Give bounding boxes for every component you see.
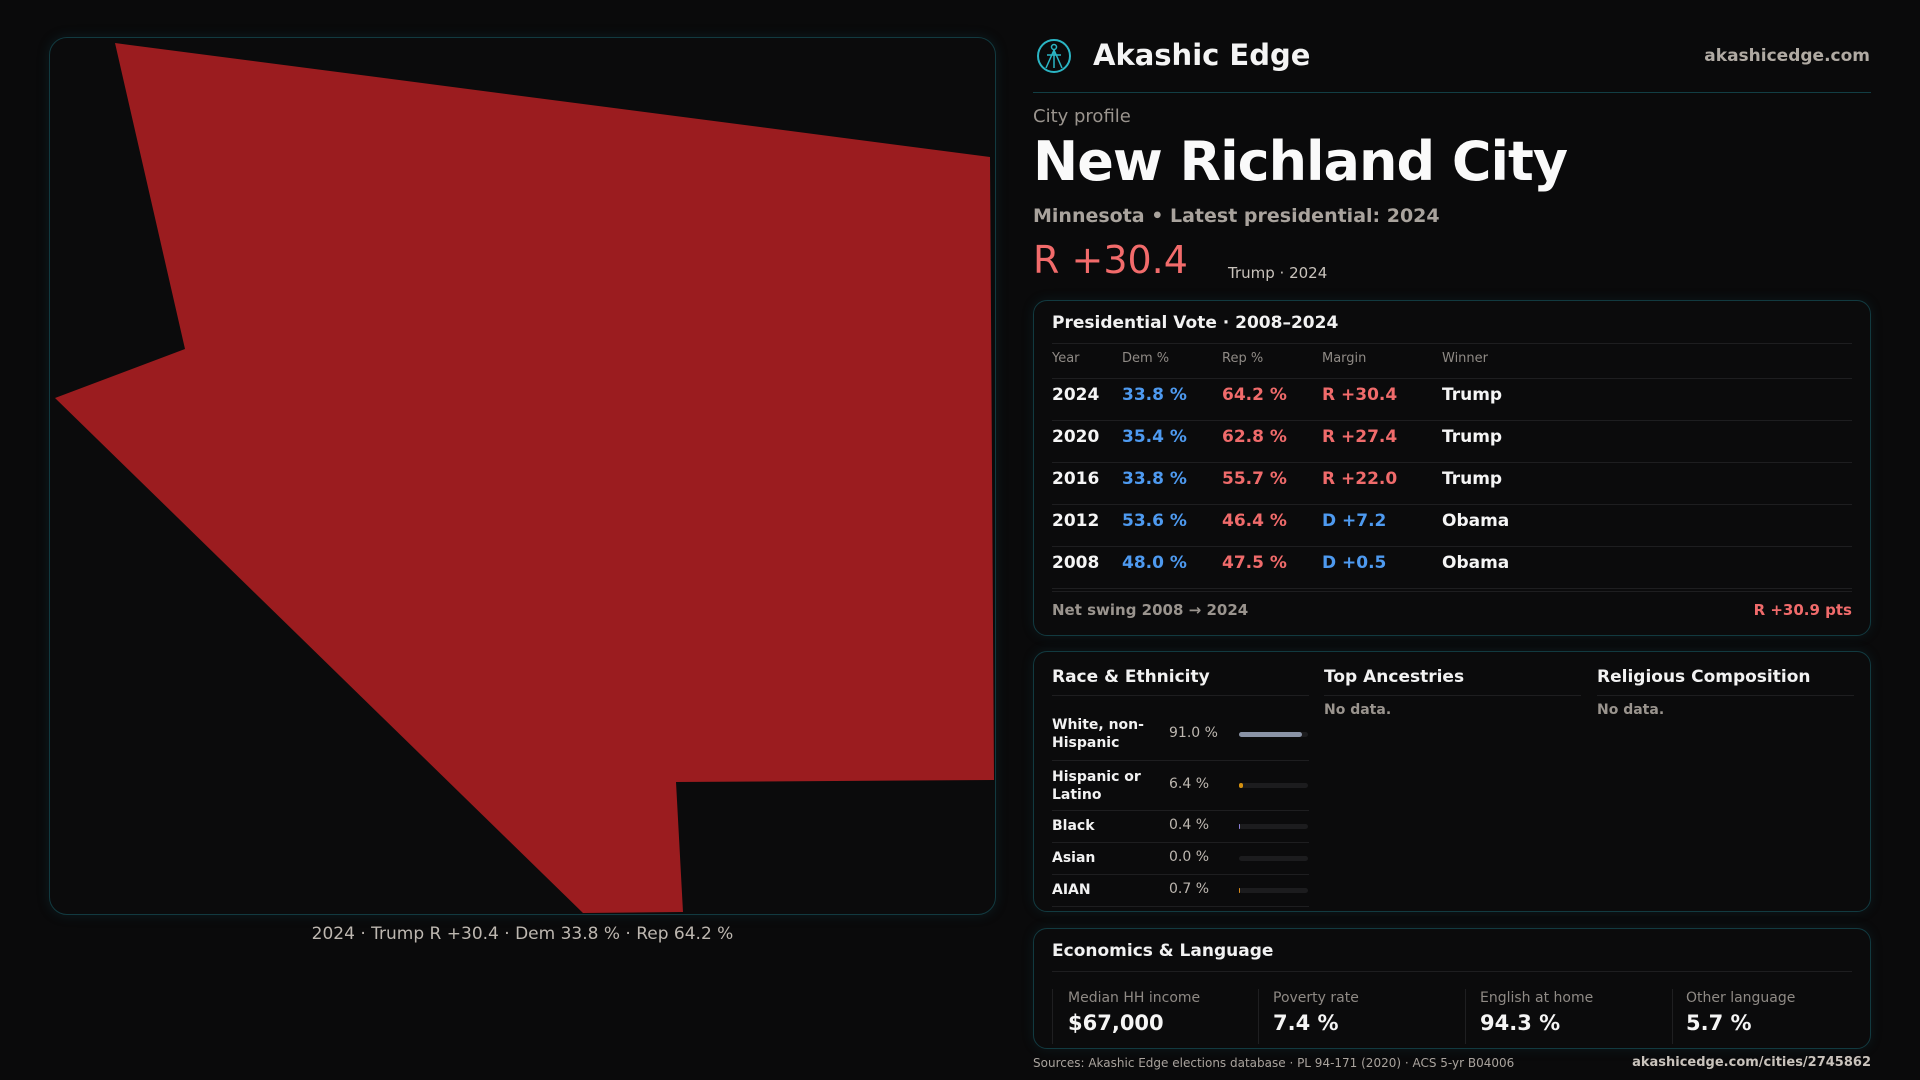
row-divider: [1052, 546, 1852, 547]
headline-margin-note: Trump · 2024: [1228, 264, 1328, 282]
row-dem-pct: 35.4 %: [1122, 427, 1187, 447]
race-bar-track: [1239, 732, 1308, 737]
col-rep: Rep %: [1222, 351, 1264, 366]
race-title: Race & Ethnicity: [1052, 667, 1210, 687]
race-value: 6.4 %: [1169, 776, 1210, 792]
metric-label: Other language: [1686, 990, 1796, 1006]
col-winner: Winner: [1442, 351, 1489, 366]
row-divider: [1052, 760, 1309, 761]
site-link[interactable]: akashicedge.com: [1704, 46, 1870, 66]
race-label: White, non-Hispanic: [1052, 717, 1144, 751]
row-rep-pct: 47.5 %: [1222, 553, 1287, 573]
row-year: 2016: [1052, 469, 1100, 489]
race-value: 0.0 %: [1169, 849, 1210, 865]
net-swing-label: Net swing 2008 → 2024: [1052, 601, 1249, 619]
race-label: AIAN: [1052, 882, 1091, 898]
religion-empty: No data.: [1597, 702, 1665, 718]
row-winner: Obama: [1442, 553, 1510, 573]
row-winner: Obama: [1442, 511, 1510, 531]
city-boundary-map: [55, 43, 994, 913]
row-year: 2020: [1052, 427, 1100, 447]
economics-title: Economics & Language: [1052, 941, 1274, 961]
row-dem-pct: 33.8 %: [1122, 469, 1187, 489]
race-bar-track: [1239, 824, 1308, 829]
metric-label: English at home: [1480, 990, 1594, 1006]
row-divider: [1052, 874, 1309, 875]
brand-name: Akashic Edge: [1093, 38, 1311, 72]
race-value: 0.4 %: [1169, 817, 1210, 833]
row-rep-pct: 46.4 %: [1222, 511, 1287, 531]
metric-english-home: 94.3 %: [1480, 1011, 1561, 1035]
religion-title: Religious Composition: [1597, 667, 1811, 687]
row-divider: [1052, 420, 1852, 421]
metric-median-income: $67,000: [1068, 1011, 1164, 1035]
row-margin: D +7.2: [1322, 511, 1387, 531]
row-winner: Trump: [1442, 427, 1503, 447]
ancestries-empty: No data.: [1324, 702, 1392, 718]
col-dem: Dem %: [1122, 351, 1170, 366]
race-bar-track: [1239, 783, 1308, 788]
page-subtitle: Minnesota • Latest presidential: 2024: [1033, 205, 1440, 227]
card-title: Presidential Vote · 2008–2024: [1052, 313, 1339, 333]
row-year: 2012: [1052, 511, 1100, 531]
row-divider: [1052, 462, 1852, 463]
race-bar-track: [1239, 888, 1308, 893]
headline-margin: R +30.4: [1033, 238, 1188, 282]
page-eyebrow: City profile: [1033, 106, 1131, 127]
row-winner: Trump: [1442, 385, 1503, 405]
row-dem-pct: 33.8 %: [1122, 385, 1187, 405]
row-rep-pct: 55.7 %: [1222, 469, 1287, 489]
city-map[interactable]: [49, 37, 996, 915]
race-label: Black: [1052, 818, 1095, 834]
page-url-link[interactable]: akashicedge.com/cities/2745862: [1632, 1055, 1871, 1070]
race-bar-fill: [1239, 783, 1244, 788]
row-divider: [1052, 588, 1852, 589]
map-caption: 2024 · Trump R +30.4 · Dem 33.8 % · Rep …: [311, 924, 734, 944]
race-value: 91.0 %: [1169, 725, 1218, 741]
row-rep-pct: 64.2 %: [1222, 385, 1287, 405]
demographics-card: Race & Ethnicity White, non-Hispanic 91.0…: [1033, 651, 1871, 912]
row-divider: [1052, 906, 1309, 907]
row-margin: D +0.5: [1322, 553, 1387, 573]
metric-label: Poverty rate: [1273, 990, 1359, 1006]
row-dem-pct: 48.0 %: [1122, 553, 1187, 573]
row-margin: R +22.0: [1322, 469, 1398, 489]
race-label: Hispanic or Latino: [1052, 769, 1141, 803]
economics-card: Economics & Language Median HH income $6…: [1033, 928, 1871, 1049]
row-rep-pct: 62.8 %: [1222, 427, 1287, 447]
metric-other-language: 5.7 %: [1686, 1011, 1752, 1035]
city-boundary-polygon[interactable]: [55, 43, 994, 913]
metric-label: Median HH income: [1068, 990, 1201, 1006]
row-divider: [1052, 842, 1309, 843]
row-divider: [1052, 810, 1309, 811]
row-year: 2008: [1052, 553, 1100, 573]
header-divider: [1052, 378, 1852, 379]
race-bar-fill: [1239, 888, 1240, 893]
net-swing-value: R +30.9 pts: [1753, 601, 1852, 619]
race-bar-fill: [1239, 732, 1302, 737]
race-bar-track: [1239, 856, 1308, 861]
race-bar-fill: [1239, 824, 1240, 829]
race-value: 0.7 %: [1169, 881, 1210, 897]
row-winner: Trump: [1442, 469, 1503, 489]
row-dem-pct: 53.6 %: [1122, 511, 1187, 531]
row-year: 2024: [1052, 385, 1100, 405]
race-label: Asian: [1052, 850, 1096, 866]
sources-note: Sources: Akashic Edge elections database…: [1033, 1056, 1515, 1070]
compass-figure-icon: [1037, 39, 1071, 73]
page-title: New Richland City: [1033, 130, 1568, 193]
row-margin: R +27.4: [1322, 427, 1398, 447]
col-year: Year: [1052, 351, 1080, 366]
col-margin: Margin: [1322, 351, 1367, 366]
presidential-vote-card: Presidential Vote · 2008–2024 Year Dem %…: [1033, 300, 1871, 636]
row-divider: [1052, 504, 1852, 505]
metric-poverty-rate: 7.4 %: [1273, 1011, 1339, 1035]
ancestries-title: Top Ancestries: [1324, 667, 1465, 687]
row-margin: R +30.4: [1322, 385, 1398, 405]
header-divider: [1033, 92, 1871, 93]
